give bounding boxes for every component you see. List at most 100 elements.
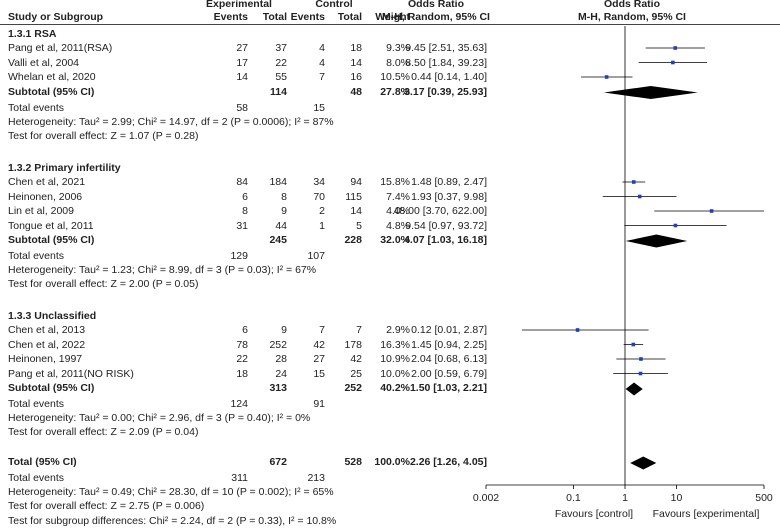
study-exp-events: 84 xyxy=(236,176,248,188)
study-point xyxy=(631,180,636,184)
study-ctrl-events: 4 xyxy=(319,56,325,69)
study-name: Tongue et al, 2011 xyxy=(8,219,94,232)
heterogeneity: Heterogeneity: Tau² = 0.00; Chi² = 2.96,… xyxy=(8,412,311,424)
favours-control: Favours [control] xyxy=(554,508,634,520)
study-ctrl-total: 5 xyxy=(356,219,362,232)
study-point xyxy=(673,46,678,50)
study-weight: 9.3% xyxy=(386,42,410,54)
study-name: Lin et al, 2009 xyxy=(8,205,74,217)
overall-effect: Test for overall effect: Z = 1.07 (P = 0… xyxy=(8,129,199,142)
subtotal-diamond xyxy=(603,86,698,99)
study-exp-total: 8 xyxy=(281,190,287,203)
subgroup-differences: Test for subgroup differences: Chi² = 2.… xyxy=(8,515,337,527)
study-name: Pang et al, 2011(NO RISK) xyxy=(8,367,134,380)
total-ctrl: 528 xyxy=(344,456,362,468)
header-control: Control xyxy=(315,0,353,10)
header-experimental: Experimental xyxy=(206,0,272,10)
study-ctrl-total: 25 xyxy=(350,367,362,380)
study-ctrl-events: 1 xyxy=(319,219,325,232)
study-exp-total: 9 xyxy=(281,324,287,336)
study-exp-events: 6 xyxy=(242,324,248,336)
study-ctrl-total: 14 xyxy=(350,205,362,217)
study-weight: 10.9% xyxy=(380,353,410,365)
subtotal-weight: 27.8% xyxy=(380,85,410,98)
subtotal-ctrl-total: 252 xyxy=(344,382,362,394)
study-weight: 7.4% xyxy=(386,190,410,203)
study-point xyxy=(709,209,714,213)
events-label: Total events xyxy=(8,101,65,114)
header-plot-title: Odds Ratio xyxy=(603,0,660,10)
study-exp-total: 184 xyxy=(269,176,287,188)
study-ctrl-events: 15 xyxy=(313,367,325,380)
x-tick-label: 10 xyxy=(670,492,683,504)
subtotal-weight: 32.0% xyxy=(380,234,410,246)
study-exp-total: 9 xyxy=(281,205,287,217)
study-ctrl-events: 7 xyxy=(319,71,325,83)
events-exp: 124 xyxy=(230,398,248,410)
study-ctrl-total: 178 xyxy=(344,338,362,351)
subtotal-diamond xyxy=(625,382,643,396)
total-diamond xyxy=(630,456,657,470)
x-tick-label: 0.002 xyxy=(472,492,500,504)
x-tick-label: 500 xyxy=(755,492,773,504)
study-ci: 1.48 [0.89, 2.47] xyxy=(411,176,487,188)
study-point xyxy=(638,371,643,376)
study-name: Heinonen, 1997 xyxy=(8,353,83,365)
study-exp-total: 55 xyxy=(275,71,287,83)
header-c-total: Total xyxy=(337,11,362,23)
x-tick-label: 0.1 xyxy=(566,492,581,504)
study-ctrl-events: 70 xyxy=(313,190,325,203)
study-exp-events: 22 xyxy=(236,353,248,365)
study-exp-total: 252 xyxy=(269,338,287,351)
study-exp-events: 27 xyxy=(236,42,248,54)
subgroup-title: 1.3.2 Primary infertility xyxy=(8,162,121,174)
study-ctrl-events: 7 xyxy=(319,324,325,336)
events-ctrl: 107 xyxy=(307,250,325,262)
study-exp-events: 8 xyxy=(242,205,248,217)
study-ctrl-total: 18 xyxy=(350,42,362,54)
study-ctrl-total: 42 xyxy=(350,353,362,365)
subtotal-label: Subtotal (95% CI) xyxy=(8,85,95,98)
subtotal-ci: 3.17 [0.39, 25.93] xyxy=(404,85,487,98)
study-exp-total: 24 xyxy=(275,367,287,380)
header-rule xyxy=(0,24,780,25)
study-exp-total: 44 xyxy=(275,219,287,232)
heterogeneity: Heterogeneity: Tau² = 1.23; Chi² = 8.99,… xyxy=(8,264,317,276)
total-events-exp: 311 xyxy=(231,472,248,484)
study-point xyxy=(604,75,609,79)
study-exp-total: 22 xyxy=(275,56,287,69)
subtotal-diamond xyxy=(625,234,688,248)
study-name: Pang et al, 2011(RSA) xyxy=(8,42,113,54)
header-e-total: Total xyxy=(262,11,287,23)
study-ci: 9.45 [2.51, 35.63] xyxy=(405,42,487,54)
study-ci: 2.00 [0.59, 6.79] xyxy=(411,367,487,380)
study-weight: 10.5% xyxy=(380,71,410,83)
study-ci: 0.44 [0.14, 1.40] xyxy=(411,71,487,83)
study-ctrl-events: 4 xyxy=(319,42,325,54)
study-weight: 4.0% xyxy=(386,205,410,217)
study-ctrl-total: 14 xyxy=(350,56,362,69)
study-weight: 15.8% xyxy=(380,176,410,188)
study-exp-events: 18 xyxy=(236,367,248,380)
study-ctrl-events: 34 xyxy=(313,176,325,188)
events-ctrl: 15 xyxy=(313,101,325,114)
study-point xyxy=(639,357,643,361)
subtotal-exp-total: 114 xyxy=(270,85,287,98)
x-tick-label: 1 xyxy=(622,492,628,504)
study-name: Chen et al, 2013 xyxy=(8,324,86,336)
subtotal-ctrl-total: 228 xyxy=(344,234,362,246)
study-point xyxy=(631,342,636,347)
study-name: Chen et al, 2022 xyxy=(8,338,86,351)
header-or-title: Odds Ratio xyxy=(407,0,464,10)
study-ci: 1.45 [0.94, 2.25] xyxy=(411,338,487,351)
subgroup-title: 1.3.3 Unclassified xyxy=(8,310,97,322)
subtotal-exp-total: 245 xyxy=(269,234,287,246)
header-or-sub: M-H, Random, 95% CI xyxy=(382,11,490,23)
study-ctrl-events: 2 xyxy=(319,205,325,217)
study-name: Heinonen, 2006 xyxy=(8,190,83,203)
header-weight: Weight xyxy=(375,11,410,23)
study-ctrl-total: 94 xyxy=(350,176,362,188)
total-heterogeneity: Heterogeneity: Tau² = 0.49; Chi² = 28.30… xyxy=(8,486,334,498)
subtotal-label: Subtotal (95% CI) xyxy=(8,382,95,394)
subtotal-ctrl-total: 48 xyxy=(350,85,362,98)
